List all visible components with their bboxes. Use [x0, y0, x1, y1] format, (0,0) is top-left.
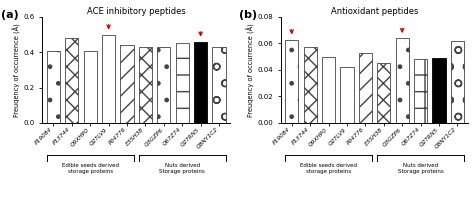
Bar — [65, 38, 78, 123]
Text: (b): (b) — [239, 10, 257, 20]
Bar — [303, 47, 317, 123]
Bar — [322, 57, 335, 123]
Y-axis label: Freuqency of occurrence (Å): Freuqency of occurrence (Å) — [247, 23, 255, 117]
Text: Nuts derived
Storage proteins: Nuts derived Storage proteins — [159, 163, 205, 174]
Text: Nuts derived
Storage proteins: Nuts derived Storage proteins — [398, 163, 444, 174]
Bar — [83, 50, 97, 123]
Text: Edible seeds derived
storage proteins: Edible seeds derived storage proteins — [300, 163, 357, 174]
Bar — [377, 63, 391, 123]
Title: Antioxidant peptides: Antioxidant peptides — [331, 7, 418, 16]
Bar — [157, 47, 171, 123]
Bar — [285, 39, 298, 123]
Bar — [139, 47, 152, 123]
Bar — [212, 47, 226, 123]
Bar — [194, 42, 207, 123]
Bar — [359, 53, 372, 123]
Text: (a): (a) — [1, 10, 19, 20]
Bar — [340, 67, 354, 123]
Bar — [102, 35, 115, 123]
Bar — [451, 41, 464, 123]
Title: ACE inhibitory peptides: ACE inhibitory peptides — [87, 7, 185, 16]
Bar — [120, 45, 134, 123]
Bar — [47, 50, 60, 123]
Bar — [432, 58, 446, 123]
Bar — [414, 59, 427, 123]
Y-axis label: Freuqency of occurrence (Å): Freuqency of occurrence (Å) — [13, 23, 21, 117]
Text: Edible seeds derived
storage proteins: Edible seeds derived storage proteins — [62, 163, 118, 174]
Bar — [175, 43, 189, 123]
Bar — [395, 38, 409, 123]
